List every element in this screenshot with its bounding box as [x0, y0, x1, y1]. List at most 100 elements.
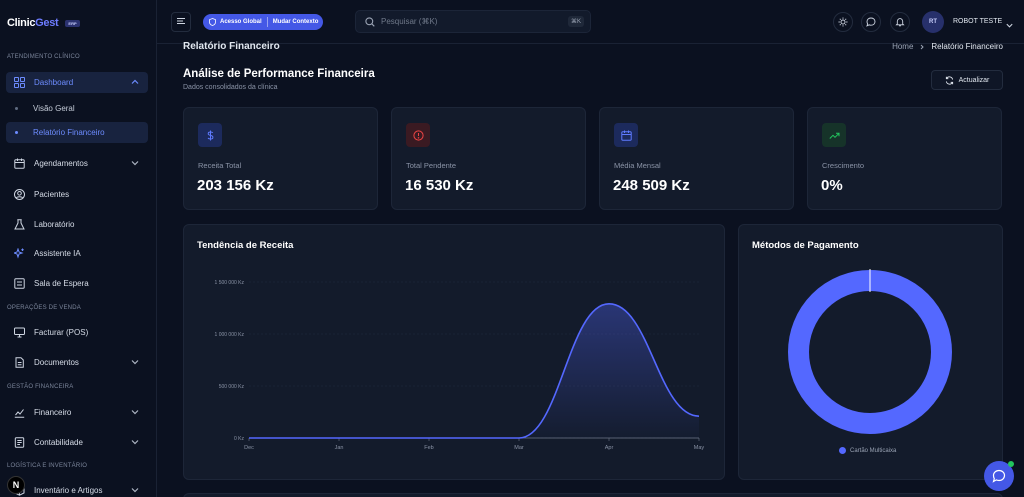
chart-icon	[14, 407, 25, 418]
y-tick-label: 500 000 Kz	[219, 384, 245, 390]
search-input[interactable]	[381, 17, 551, 26]
context-global-label: Acesso Global	[220, 19, 262, 25]
main-content: Relatório Financeiro Home Relatório Fina…	[157, 41, 1024, 497]
document-icon	[14, 357, 25, 368]
trend-up-icon	[822, 123, 846, 147]
revenue-trend-panel: Tendência de Receita 0 Kz 500 000 Kz 1 000…	[183, 224, 725, 480]
change-context-button[interactable]: Mudar Contexto	[272, 19, 319, 25]
bullet-icon	[15, 131, 18, 134]
kpi-value: 203 156 Kz	[197, 177, 274, 194]
search-shortcut-badge: ⌘K	[567, 16, 584, 27]
chat-fab-button[interactable]	[984, 461, 1014, 491]
sidebar-item-label: Assistente IA	[34, 249, 81, 258]
sidebar-item-documentos[interactable]: Documentos	[6, 352, 148, 373]
x-tick-label: Jan	[335, 445, 344, 451]
bell-icon	[895, 17, 905, 27]
sidebar-item-facturar[interactable]: Facturar (POS)	[6, 322, 148, 343]
sidebar-item-agendamentos[interactable]: Agendamentos	[6, 153, 148, 174]
x-tick-label: Mar	[514, 445, 524, 451]
revenue-trend-title: Tendência de Receita	[197, 240, 294, 251]
sidebar-item-label: Laboratório	[34, 220, 75, 229]
sidebar-toggle-button[interactable]	[171, 12, 191, 32]
sidebar-subitem-visao-geral[interactable]: Visão Geral	[6, 98, 148, 119]
search-box[interactable]: ⌘K	[355, 10, 591, 33]
kpi-card-receita-total: Receita Total 203 156 Kz	[183, 107, 378, 210]
sidebar-item-label: Contabilidade	[34, 438, 83, 447]
sidebar-subitem-label: Relatório Financeiro	[33, 128, 105, 137]
revenue-area-fill	[249, 303, 699, 438]
messages-button[interactable]	[861, 12, 881, 32]
menu-icon	[176, 13, 186, 31]
topbar: Acesso Global Mudar Contexto ⌘K R	[157, 0, 1024, 44]
user-name[interactable]: ROBOT TESTE	[953, 18, 1003, 25]
chat-icon	[992, 469, 1006, 483]
sidebar-item-label: Financeiro	[34, 408, 72, 417]
theme-toggle-button[interactable]	[833, 12, 853, 32]
next-panel-edge	[183, 493, 1003, 497]
kpi-card-crescimento: Crescimento 0%	[807, 107, 1002, 210]
bullet-icon	[15, 107, 18, 110]
sidebar-item-inventario[interactable]: Inventário e Artigos	[6, 480, 148, 497]
shield-icon	[209, 18, 216, 26]
section-label-atendimento: ATENDIMENTO CLÍNICO	[7, 54, 80, 60]
sidebar-item-contabilidade[interactable]: Contabilidade	[6, 432, 148, 453]
sparkle-icon	[14, 248, 25, 259]
app-logo[interactable]: Clinic Gest ERP	[7, 17, 80, 29]
sidebar-item-laboratorio[interactable]: Laboratório	[6, 214, 148, 235]
payment-donut-chart	[788, 269, 952, 434]
context-divider	[266, 17, 268, 27]
y-tick-label: 1 500 000 Kz	[215, 280, 245, 286]
chevron-down-icon	[130, 407, 140, 419]
kpi-value: 248 509 Kz	[613, 177, 690, 194]
x-tick-label: May	[694, 445, 705, 451]
dev-tools-badge[interactable]: N	[7, 476, 25, 494]
user-circle-icon	[14, 189, 25, 200]
notifications-button[interactable]	[890, 12, 910, 32]
context-switcher[interactable]: Acesso Global Mudar Contexto	[203, 14, 324, 30]
alert-icon	[406, 123, 430, 147]
sidebar-item-label: Sala de Espera	[34, 279, 89, 288]
flask-icon	[14, 219, 25, 230]
calendar-icon	[614, 123, 638, 147]
payment-methods-title: Métodos de Pagamento	[752, 240, 859, 251]
breadcrumb: Home Relatório Financeiro	[892, 42, 1003, 51]
breadcrumb-home-link[interactable]: Home	[892, 42, 914, 51]
monitor-icon	[14, 327, 25, 338]
sidebar-item-pacientes[interactable]: Pacientes	[6, 184, 148, 205]
avatar[interactable]: RT	[922, 11, 944, 33]
revenue-area-chart: 0 Kz 500 000 Kz 1 000 000 Kz 1 500 000 Kz De…	[215, 280, 705, 451]
refresh-button[interactable]: Actualizar	[931, 70, 1003, 90]
sidebar-item-label: Inventário e Artigos	[34, 486, 103, 495]
calendar-icon	[14, 158, 25, 169]
logo-text-gest: Gest	[35, 17, 59, 29]
sidebar-item-label: Dashboard	[34, 78, 74, 87]
sidebar-item-financeiro[interactable]: Financeiro	[6, 402, 148, 423]
breadcrumb-current: Relatório Financeiro	[931, 42, 1003, 51]
sidebar-item-label: Documentos	[34, 358, 79, 367]
grid-icon	[14, 77, 25, 88]
search-icon	[365, 16, 375, 27]
kpi-value: 0%	[821, 177, 843, 194]
chart-legend: Cartão Multicaixa	[839, 447, 896, 454]
legend-swatch	[839, 447, 846, 454]
dollar-icon	[198, 123, 222, 147]
y-tick-label: 0 Kz	[234, 436, 245, 442]
sidebar-item-sala-de-espera[interactable]: Sala de Espera	[6, 273, 148, 294]
chevron-down-icon	[130, 485, 140, 497]
sidebar-subitem-relatorio-financeiro[interactable]: Relatório Financeiro	[6, 122, 148, 143]
sidebar-subitem-label: Visão Geral	[33, 104, 75, 113]
section-heading: Análise de Performance Financeira	[183, 68, 375, 80]
kpi-value: 16 530 Kz	[405, 177, 474, 194]
section-label-gestao: GESTÃO FINANCEIRA	[7, 384, 74, 390]
section-subheading: Dados consolidados da clínica	[183, 84, 278, 91]
sidebar-item-assistente-ia[interactable]: Assistente IA	[6, 243, 148, 264]
message-icon	[866, 17, 876, 27]
sidebar-item-dashboard[interactable]: Dashboard	[6, 72, 148, 93]
sidebar-item-label: Facturar (POS)	[34, 328, 89, 337]
chevron-down-icon[interactable]	[1005, 17, 1014, 35]
logo-erp-badge: ERP	[65, 19, 80, 27]
x-tick-label: Feb	[424, 445, 433, 451]
kpi-label: Média Mensal	[614, 161, 661, 170]
donut-slice	[788, 270, 952, 434]
